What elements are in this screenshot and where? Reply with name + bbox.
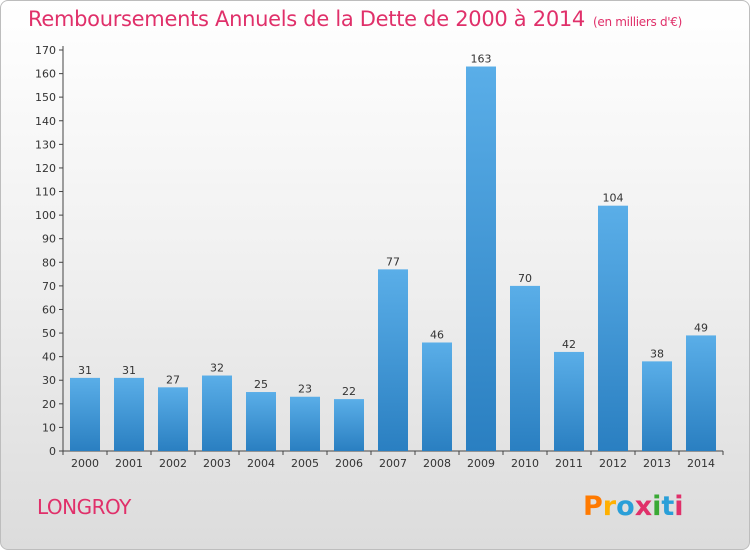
bar-2010 <box>510 285 540 451</box>
y-tick-label: 60 <box>42 303 56 316</box>
x-tick-label: 2001 <box>115 457 143 470</box>
x-tick-label: 2003 <box>203 457 231 470</box>
bar-2008 <box>422 342 452 451</box>
brand-letter: o <box>616 491 635 522</box>
x-tick-label: 2002 <box>159 457 187 470</box>
y-tick-label: 160 <box>35 68 56 81</box>
bar-2002 <box>158 387 188 451</box>
data-label-2008: 46 <box>430 328 444 341</box>
x-tick-label: 2007 <box>379 457 407 470</box>
brand-logo: Proxiti <box>583 491 684 522</box>
x-tick-label: 2011 <box>555 457 583 470</box>
y-tick-label: 70 <box>42 280 56 293</box>
brand-letter: t <box>661 491 675 522</box>
bar-2013 <box>642 361 672 451</box>
data-label-2012: 104 <box>603 192 624 205</box>
y-tick-label: 110 <box>35 186 56 199</box>
data-label-2003: 32 <box>210 362 224 375</box>
data-label-2009: 163 <box>471 53 492 66</box>
bar-chart: 0 10 20 30 40 50 60 70 80 90 100 110 120 130 140 150 160… <box>35 44 724 470</box>
brand-letter: P <box>583 491 603 522</box>
chart-title: Remboursements Annuels de la Dette de 20… <box>28 7 682 31</box>
bar-2007 <box>378 269 408 451</box>
y-tick-label: 100 <box>35 209 56 222</box>
y-tick-label: 140 <box>35 115 56 128</box>
y-tick-label: 50 <box>42 327 56 340</box>
bar-2000 <box>70 377 100 451</box>
data-label-2014: 49 <box>694 321 708 334</box>
y-tick-label: 10 <box>42 421 56 434</box>
y-tick-label: 120 <box>35 162 56 175</box>
x-tick-label: 2008 <box>423 457 451 470</box>
chart-title-text: Remboursements Annuels de la Dette de 20… <box>28 7 585 31</box>
data-label-2011: 42 <box>562 338 576 351</box>
x-tick-label: 2004 <box>247 457 275 470</box>
data-label-2007: 77 <box>386 255 400 268</box>
y-tick-label: 170 <box>35 44 56 57</box>
x-tick-label: 2000 <box>71 457 99 470</box>
data-label-2002: 27 <box>166 373 180 386</box>
y-tick-label: 80 <box>42 256 56 269</box>
x-tick-label: 2012 <box>599 457 627 470</box>
chart-data-labels: 31 31 27 32 25 23 22 77 46 163 70 42 104 38 49 <box>78 53 708 399</box>
bar-2014 <box>686 335 716 451</box>
y-tick-label: 30 <box>42 374 56 387</box>
x-tick-label: 2005 <box>291 457 319 470</box>
x-tick-label: 2006 <box>335 457 363 470</box>
chart-axes: 0 10 20 30 40 50 60 70 80 90 100 110 120 130 140 150 160… <box>35 44 724 470</box>
bar-2001 <box>114 377 144 451</box>
data-label-2004: 25 <box>254 378 268 391</box>
data-label-2010: 70 <box>518 272 532 285</box>
data-label-2006: 22 <box>342 385 356 398</box>
place-name: LONGROY <box>37 495 131 519</box>
y-tick-label: 0 <box>49 445 56 458</box>
bar-2011 <box>554 351 584 451</box>
y-tick-label: 90 <box>42 233 56 246</box>
brand-letter: x <box>634 491 653 522</box>
data-label-2000: 31 <box>78 364 92 377</box>
y-tick-label: 40 <box>42 351 56 364</box>
bar-2012 <box>598 205 628 451</box>
chart-bars <box>70 66 716 451</box>
y-tick-label: 130 <box>35 138 56 151</box>
brand-letter: i <box>652 491 662 522</box>
data-label-2013: 38 <box>650 347 664 360</box>
bar-2004 <box>246 392 276 451</box>
bar-2009 <box>466 66 496 451</box>
bar-2003 <box>202 375 232 451</box>
x-tick-label: 2014 <box>687 457 715 470</box>
brand-letter: r <box>602 491 617 522</box>
x-tick-label: 2010 <box>511 457 539 470</box>
y-tick-label: 150 <box>35 91 56 104</box>
bar-2005 <box>290 396 320 451</box>
y-tick-label: 20 <box>42 398 56 411</box>
data-label-2001: 31 <box>122 364 136 377</box>
bar-2006 <box>334 399 364 451</box>
brand-letter: i <box>674 491 684 522</box>
chart-unit: (en milliers d'€) <box>593 15 683 29</box>
x-tick-label: 2009 <box>467 457 495 470</box>
data-label-2005: 23 <box>298 383 312 396</box>
x-tick-label: 2013 <box>643 457 671 470</box>
